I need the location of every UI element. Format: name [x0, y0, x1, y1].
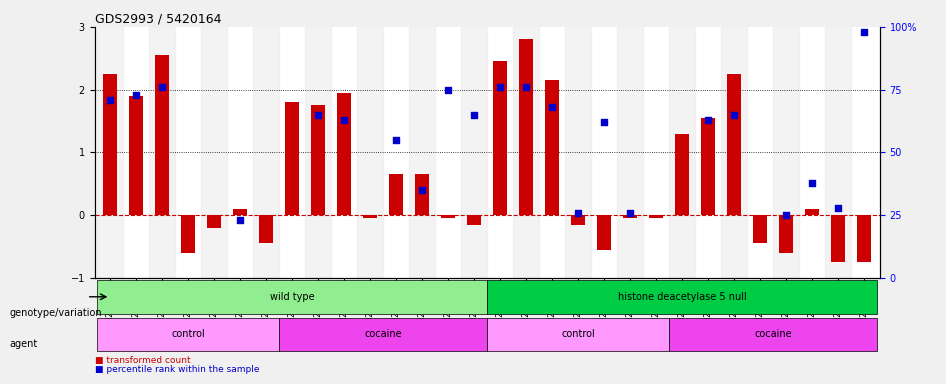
- Point: [805, 179, 820, 185]
- Bar: [311, 105, 325, 215]
- Point: [518, 84, 534, 90]
- Bar: [462, 27, 487, 278]
- Bar: [805, 209, 819, 215]
- Point: [779, 212, 794, 218]
- Point: [129, 92, 144, 98]
- Bar: [617, 27, 643, 278]
- FancyBboxPatch shape: [97, 318, 279, 351]
- Bar: [97, 27, 123, 278]
- Bar: [149, 27, 175, 278]
- Bar: [389, 174, 403, 215]
- Bar: [129, 96, 144, 215]
- Bar: [565, 27, 591, 278]
- Text: control: control: [171, 329, 205, 339]
- Point: [831, 205, 846, 211]
- Point: [493, 84, 508, 90]
- Bar: [441, 215, 455, 218]
- Bar: [201, 27, 227, 278]
- Bar: [597, 215, 611, 250]
- FancyBboxPatch shape: [669, 318, 877, 351]
- Point: [441, 86, 456, 93]
- Bar: [254, 27, 279, 278]
- Bar: [363, 215, 377, 218]
- Point: [466, 112, 482, 118]
- FancyBboxPatch shape: [97, 280, 487, 314]
- Bar: [285, 102, 299, 215]
- Bar: [857, 215, 871, 262]
- Point: [597, 119, 612, 125]
- Text: ■ transformed count: ■ transformed count: [95, 356, 190, 365]
- Text: histone deacetylase 5 null: histone deacetylase 5 null: [618, 292, 746, 302]
- Point: [857, 29, 872, 35]
- Bar: [675, 134, 690, 215]
- Point: [337, 117, 352, 123]
- Bar: [259, 215, 273, 243]
- Bar: [493, 61, 507, 215]
- Text: agent: agent: [9, 339, 38, 349]
- Bar: [571, 215, 586, 225]
- Point: [727, 112, 742, 118]
- Point: [414, 187, 429, 193]
- Text: cocaine: cocaine: [364, 329, 402, 339]
- Bar: [358, 27, 383, 278]
- Bar: [753, 215, 767, 243]
- Bar: [773, 27, 799, 278]
- Point: [389, 137, 404, 143]
- FancyBboxPatch shape: [487, 318, 669, 351]
- Bar: [415, 174, 429, 215]
- Bar: [701, 118, 715, 215]
- Text: cocaine: cocaine: [754, 329, 792, 339]
- Bar: [155, 55, 169, 215]
- Bar: [623, 215, 638, 218]
- Point: [622, 210, 638, 216]
- Point: [310, 112, 325, 118]
- Bar: [721, 27, 747, 278]
- Point: [545, 104, 560, 110]
- Text: genotype/variation: genotype/variation: [9, 308, 102, 318]
- FancyBboxPatch shape: [487, 280, 877, 314]
- Text: GDS2993 / 5420164: GDS2993 / 5420164: [95, 13, 221, 26]
- Bar: [410, 27, 435, 278]
- Bar: [780, 215, 794, 253]
- Text: wild type: wild type: [270, 292, 314, 302]
- Point: [570, 210, 586, 216]
- Bar: [669, 27, 695, 278]
- Bar: [467, 215, 482, 225]
- Bar: [181, 215, 195, 253]
- Bar: [207, 215, 221, 228]
- Text: ■ percentile rank within the sample: ■ percentile rank within the sample: [95, 366, 259, 374]
- Point: [701, 117, 716, 123]
- FancyBboxPatch shape: [279, 318, 487, 351]
- Point: [233, 217, 248, 223]
- Bar: [337, 93, 351, 215]
- Bar: [103, 74, 117, 215]
- Bar: [831, 215, 846, 262]
- Bar: [519, 40, 534, 215]
- Bar: [233, 209, 247, 215]
- Text: control: control: [561, 329, 595, 339]
- Bar: [513, 27, 539, 278]
- Point: [154, 84, 169, 90]
- Bar: [545, 80, 559, 215]
- Point: [102, 97, 117, 103]
- Bar: [649, 215, 663, 218]
- Bar: [825, 27, 851, 278]
- Bar: [306, 27, 331, 278]
- Bar: [727, 74, 742, 215]
